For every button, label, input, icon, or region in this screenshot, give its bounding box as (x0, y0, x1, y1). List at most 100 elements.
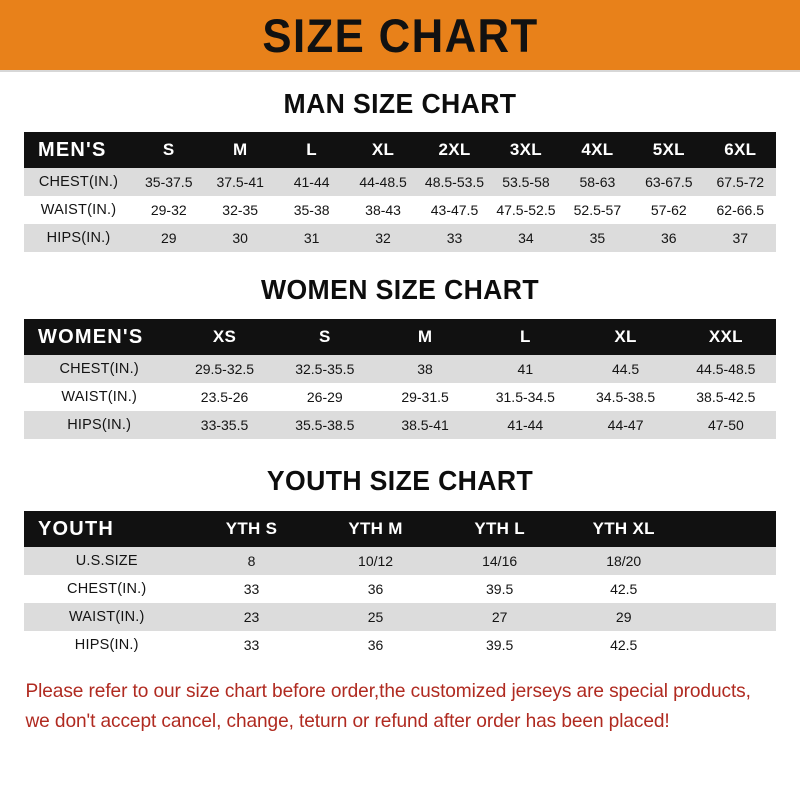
youth-hips-xl: 42.5 (610, 637, 638, 653)
man-hips-l: 31 (303, 230, 320, 246)
women-hips-xxl: 47-50 (707, 417, 744, 433)
women-waist-m: 29-31.5 (401, 389, 449, 405)
man-waist-l: 35-38 (293, 202, 330, 218)
youth-us-size-s: 8 (247, 553, 256, 569)
women-size-l: L (519, 327, 531, 346)
youth-hips-s: 33 (243, 637, 260, 653)
women-hips-xl: 44-47 (607, 417, 644, 433)
man-row-chest: CHEST(IN.) 35-37.5 37.5-41 41-44 44-48.5… (24, 168, 776, 196)
man-chest-l: 41-44 (293, 174, 330, 190)
man-size-table: MEN'S S M L XL 2XL 3XL 4XL 5XL 6XL CHEST… (24, 132, 776, 252)
women-size-s: S (318, 327, 331, 346)
youth-size-xl: YTH XL (592, 519, 655, 538)
youth-row-us-size-label: U.S.SIZE (75, 553, 138, 569)
man-waist-s: 29-32 (150, 202, 187, 218)
youth-row-chest-label: CHEST(IN.) (67, 581, 147, 597)
man-size-xl: XL (371, 140, 395, 159)
women-size-xxl: XXL (708, 327, 743, 346)
man-row-chest-label: CHEST(IN.) (38, 174, 119, 190)
women-chest-xxl: 44.5-48.5 (696, 361, 756, 377)
youth-chest-s: 33 (243, 581, 260, 597)
man-waist-xl: 38-43 (365, 202, 401, 218)
women-chest-m: 38 (417, 361, 433, 377)
man-size-6xl: 6XL (724, 140, 757, 159)
youth-us-size-m: 10/12 (358, 553, 394, 569)
youth-size-l: YTH L (474, 519, 525, 538)
women-size-table: WOMEN'S XS S M L XL XXL CHEST(IN.) 29.5-… (24, 319, 776, 439)
youth-table-body: YOUTH YTH S YTH M YTH L YTH XL U.S.SIZE … (24, 511, 776, 659)
women-size-xs: XS (212, 327, 237, 346)
man-chest-s: 35-37.5 (145, 174, 193, 190)
women-hips-xs: 33-35.5 (200, 417, 249, 433)
women-row-hips-label: HIPS(IN.) (67, 417, 132, 433)
man-hips-4xl: 35 (589, 230, 606, 246)
man-chest-5xl: 63-67.5 (645, 174, 693, 190)
man-hips-6xl: 37 (732, 230, 749, 246)
youth-chest-l: 39.5 (486, 581, 514, 597)
youth-header-label: YOUTH (38, 517, 114, 540)
women-waist-s: 26-29 (306, 389, 343, 405)
women-size-xl: XL (614, 327, 637, 346)
youth-row-us-size: U.S.SIZE 8 10/12 14/16 18/20 (24, 547, 776, 575)
women-hips-l: 41-44 (507, 417, 544, 433)
page-banner: SIZE CHART (0, 0, 800, 72)
women-chest-l: 41 (517, 361, 534, 377)
women-section-title: WOMEN SIZE CHART (261, 274, 539, 305)
man-waist-6xl: 62-66.5 (716, 202, 764, 218)
man-hips-5xl: 36 (661, 230, 677, 246)
women-row-waist-label: WAIST(IN.) (61, 389, 137, 405)
women-chest-s: 32.5-35.5 (295, 361, 355, 377)
women-waist-xl: 34.5-38.5 (596, 389, 656, 405)
man-waist-2xl: 43-47.5 (430, 202, 479, 218)
man-section-title: MAN SIZE CHART (283, 88, 517, 119)
man-waist-5xl: 57-62 (650, 202, 687, 218)
man-waist-3xl: 47.5-52.5 (496, 202, 556, 218)
man-row-waist: WAIST(IN.) 29-32 32-35 35-38 38-43 43-47… (24, 196, 776, 224)
man-waist-4xl: 52.5-57 (573, 202, 622, 218)
order-policy-line-2: we don't accept cancel, change, teturn o… (25, 709, 670, 732)
man-header-row: MEN'S S M L XL 2XL 3XL 4XL 5XL 6XL (24, 132, 776, 168)
page-title: SIZE CHART (261, 8, 539, 62)
youth-size-m: YTH M (348, 519, 403, 538)
man-size-m: M (232, 140, 248, 159)
youth-chest-spacer (686, 575, 776, 603)
youth-header-spacer (686, 511, 776, 547)
youth-waist-l: 27 (491, 609, 508, 625)
man-row-hips-label: HIPS(IN.) (46, 230, 111, 246)
man-header-label: MEN'S (38, 138, 107, 161)
man-hips-s: 29 (160, 230, 177, 246)
order-policy-line-1: Please refer to our size chart before or… (25, 680, 751, 702)
youth-us-size-xl: 18/20 (606, 553, 642, 569)
youth-row-waist: WAIST(IN.) 23 25 27 29 (24, 603, 776, 631)
man-size-s: S (162, 140, 175, 159)
women-table-body: WOMEN'S XS S M L XL XXL CHEST(IN.) 29.5-… (24, 319, 776, 439)
youth-section-title: YOUTH SIZE CHART (266, 465, 534, 496)
man-chest-4xl: 58-63 (579, 174, 616, 190)
youth-header-row: YOUTH YTH S YTH M YTH L YTH XL (24, 511, 776, 547)
man-hips-xl: 32 (375, 230, 391, 246)
youth-chest-xl: 42.5 (610, 581, 638, 597)
man-chest-m: 37.5-41 (216, 174, 264, 190)
women-row-hips: HIPS(IN.) 33-35.5 35.5-38.5 38.5-41 41-4… (24, 411, 776, 439)
youth-size-s: YTH S (225, 519, 278, 538)
women-row-chest-label: CHEST(IN.) (59, 361, 139, 377)
man-chest-2xl: 48.5-53.5 (424, 174, 485, 190)
man-chest-6xl: 67.5-72 (716, 174, 764, 190)
youth-row-hips: HIPS(IN.) 33 36 39.5 42.5 (24, 631, 776, 659)
women-hips-m: 38.5-41 (401, 417, 449, 433)
man-row-hips: HIPS(IN.) 29 30 31 32 33 34 35 36 37 (24, 224, 776, 252)
man-waist-m: 32-35 (222, 202, 259, 218)
women-chest-xs: 29.5-32.5 (194, 361, 255, 377)
man-size-l: L (306, 140, 317, 159)
women-chest-xl: 44.5 (611, 361, 640, 377)
youth-row-chest: CHEST(IN.) 33 36 39.5 42.5 (24, 575, 776, 603)
youth-chest-m: 36 (367, 581, 384, 597)
man-chest-xl: 44-48.5 (359, 174, 407, 190)
order-policy-note: Please refer to our size chart before or… (0, 677, 784, 736)
youth-waist-spacer (686, 603, 776, 631)
women-size-chart: WOMEN'S XS S M L XL XXL CHEST(IN.) 29.5-… (0, 319, 800, 439)
man-hips-2xl: 33 (446, 230, 463, 246)
man-row-waist-label: WAIST(IN.) (40, 202, 117, 218)
man-chest-3xl: 53.5-58 (502, 174, 550, 190)
youth-size-table: YOUTH YTH S YTH M YTH L YTH XL U.S.SIZE … (24, 511, 776, 659)
